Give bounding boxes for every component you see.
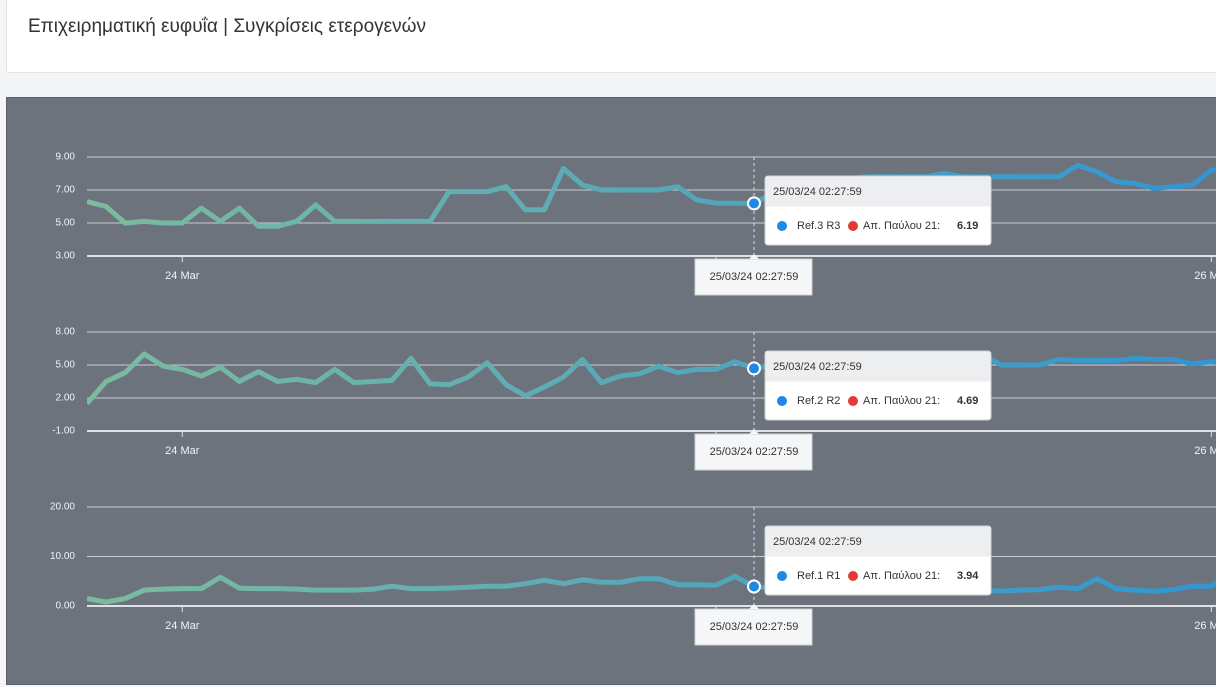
series-name: Ref.3 R3 xyxy=(797,220,840,232)
x-tick-label: 26 Mar xyxy=(1194,620,1216,632)
location-dot xyxy=(848,396,858,406)
crosshair-label-arrow xyxy=(749,604,759,609)
tooltip-value: 6.19 xyxy=(957,220,978,232)
x-tick-label: 26 Mar xyxy=(1194,270,1216,282)
hover-marker xyxy=(747,361,761,376)
series-line xyxy=(87,573,1216,605)
page-title: Επιχειρηματική ευφυΐα | Συγκρίσεις ετερο… xyxy=(28,16,426,37)
y-tick-label: 2.00 xyxy=(56,393,76,404)
crosshair-label-box xyxy=(694,433,813,471)
crosshair-label-text: 25/03/24 02:27:59 xyxy=(710,621,799,633)
hover-marker xyxy=(747,196,761,211)
x-tick-label: 24 Mar xyxy=(165,620,200,632)
tooltip-date: 25/03/24 02:27:59 xyxy=(773,536,862,548)
tooltip-header xyxy=(765,351,991,382)
location-name: Απ. Παύλου 21: xyxy=(863,220,940,232)
crosshair-label: 25/03/24 02:27:59 xyxy=(694,429,813,471)
y-tick-label: 0.00 xyxy=(56,601,76,612)
y-tick-label: 3.00 xyxy=(56,251,76,262)
legend-dot xyxy=(777,571,787,581)
location-name: Απ. Παύλου 21: xyxy=(863,395,940,407)
location-name: Απ. Παύλου 21: xyxy=(863,570,940,582)
crosshair-label-box xyxy=(694,258,813,296)
location-dot xyxy=(848,221,858,231)
x-tick-label: 26 Mar xyxy=(1194,445,1216,457)
crosshair-label-box xyxy=(694,608,813,646)
series-name: Ref.2 R2 xyxy=(797,395,840,407)
series-line xyxy=(87,162,1216,229)
y-tick-label: 7.00 xyxy=(56,185,76,196)
header-card: Επιχειρηματική ευφυΐα | Συγκρίσεις ετερο… xyxy=(6,0,1216,73)
crosshair-label-text: 25/03/24 02:27:59 xyxy=(710,271,799,283)
legend-dot xyxy=(777,396,787,406)
y-tick-label: 5.00 xyxy=(56,360,76,371)
x-tick-label: 24 Mar xyxy=(165,270,200,282)
tooltip-value: 3.94 xyxy=(957,570,979,582)
y-tick-label: 8.00 xyxy=(56,327,76,338)
y-tick-label: 9.00 xyxy=(56,152,76,163)
location-dot xyxy=(848,571,858,581)
x-tick-label: 24 Mar xyxy=(165,445,200,457)
crosshair-label: 25/03/24 02:27:59 xyxy=(694,604,813,646)
crosshair-label: 25/03/24 02:27:59 xyxy=(694,254,813,296)
tooltip: 25/03/24 02:27:59 Ref.2 R2 Απ. Παύλου 21: 4… xyxy=(764,350,992,421)
tooltip-value: 4.69 xyxy=(957,395,978,407)
tooltip-date: 25/03/24 02:27:59 xyxy=(773,361,862,373)
y-tick-label: 20.00 xyxy=(50,502,75,513)
y-tick-label: 10.00 xyxy=(50,551,75,562)
crosshair-label-text: 25/03/24 02:27:59 xyxy=(710,446,799,458)
y-tick-label: 5.00 xyxy=(56,218,76,229)
crosshair-label-arrow xyxy=(749,254,759,259)
hover-marker xyxy=(747,579,761,594)
tooltip-header xyxy=(765,526,991,557)
y-tick-label: -1.00 xyxy=(52,426,75,437)
crosshair-label-arrow xyxy=(749,429,759,434)
series-name: Ref.1 R1 xyxy=(797,570,840,582)
tooltip-header xyxy=(765,176,991,207)
tooltip: 25/03/24 02:27:59 Ref.3 R3 Απ. Παύλου 21: 6… xyxy=(764,175,992,246)
legend-dot xyxy=(777,221,787,231)
series-line xyxy=(87,351,1216,406)
tooltip-date: 25/03/24 02:27:59 xyxy=(773,186,862,198)
tooltip: 25/03/24 02:27:59 Ref.1 R1 Απ. Παύλου 21: 3… xyxy=(764,525,992,596)
